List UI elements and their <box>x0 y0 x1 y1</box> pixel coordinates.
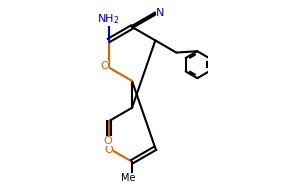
Text: O: O <box>100 61 109 71</box>
Text: O: O <box>104 145 113 154</box>
Text: N: N <box>155 8 164 18</box>
Text: Me: Me <box>121 173 135 183</box>
Text: NH$_2$: NH$_2$ <box>97 12 120 26</box>
Text: O: O <box>103 136 112 146</box>
